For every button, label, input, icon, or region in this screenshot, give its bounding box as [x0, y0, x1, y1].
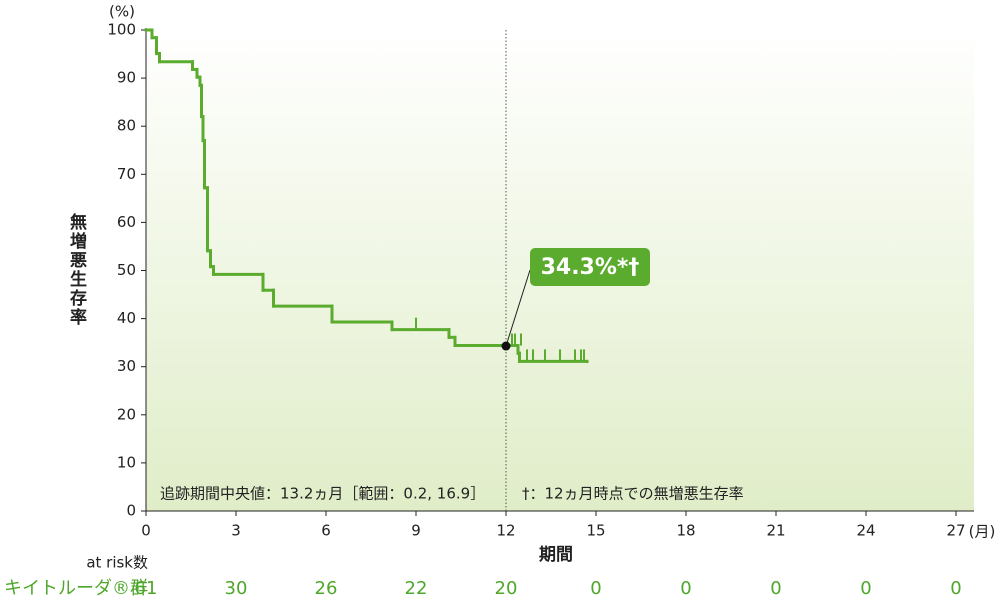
y-tick-label: 40	[117, 309, 136, 327]
at-risk-group: キイトルーダ®群	[4, 578, 148, 599]
y-tick-label: 60	[117, 213, 136, 231]
at-risk-value: 0	[770, 578, 781, 599]
x-tick-label: 27	[946, 522, 965, 540]
x-tick-label: 15	[586, 522, 605, 540]
at-risk-value: 0	[590, 578, 601, 599]
y-tick-label: 20	[117, 405, 136, 423]
y-unit: (%)	[109, 3, 135, 21]
note: 追跡期間中央値：13.2ヵ月［範囲：0.2, 16.9］	[160, 485, 485, 503]
y-tick-label: 0	[126, 502, 136, 520]
y-tick-label: 100	[107, 21, 136, 39]
x-tick-label: 0	[141, 522, 151, 540]
at-risk-value: 26	[315, 578, 338, 599]
at-risk-value: 30	[225, 578, 248, 599]
y-tick-label: 50	[117, 261, 136, 279]
at-risk-value: 61	[135, 578, 158, 599]
callout-line	[505, 269, 531, 347]
x-label: 期間	[539, 545, 573, 565]
at-risk-title: at risk数	[86, 554, 148, 572]
callout-box	[530, 248, 650, 286]
at-risk-value: 0	[950, 578, 961, 599]
y-tick-label: 30	[117, 357, 136, 375]
at-risk-value: 22	[405, 578, 428, 599]
x-tick-label: 12	[496, 522, 515, 540]
y-tick-label: 90	[117, 69, 136, 87]
x-unit: (月)	[969, 523, 996, 541]
y-tick-label: 70	[117, 165, 136, 183]
x-tick-label: 21	[766, 522, 785, 540]
x-tick-label: 18	[676, 522, 695, 540]
note: †：12ヵ月時点での無増悪生存率	[522, 485, 744, 503]
at-risk-value: 20	[495, 578, 518, 599]
at-risk-value: 0	[680, 578, 691, 599]
x-tick-label: 9	[411, 522, 421, 540]
x-tick-label: 24	[856, 522, 875, 540]
annotation-label: 34.3%*†	[541, 255, 640, 280]
x-tick-label: 6	[321, 522, 331, 540]
x-tick-label: 3	[231, 522, 241, 540]
y-tick-label: 80	[117, 117, 136, 135]
y-tick-label: 10	[117, 453, 136, 471]
annotation-point	[501, 341, 511, 351]
at-risk-value: 0	[860, 578, 871, 599]
y-label: 無増悪生存率	[66, 212, 87, 327]
